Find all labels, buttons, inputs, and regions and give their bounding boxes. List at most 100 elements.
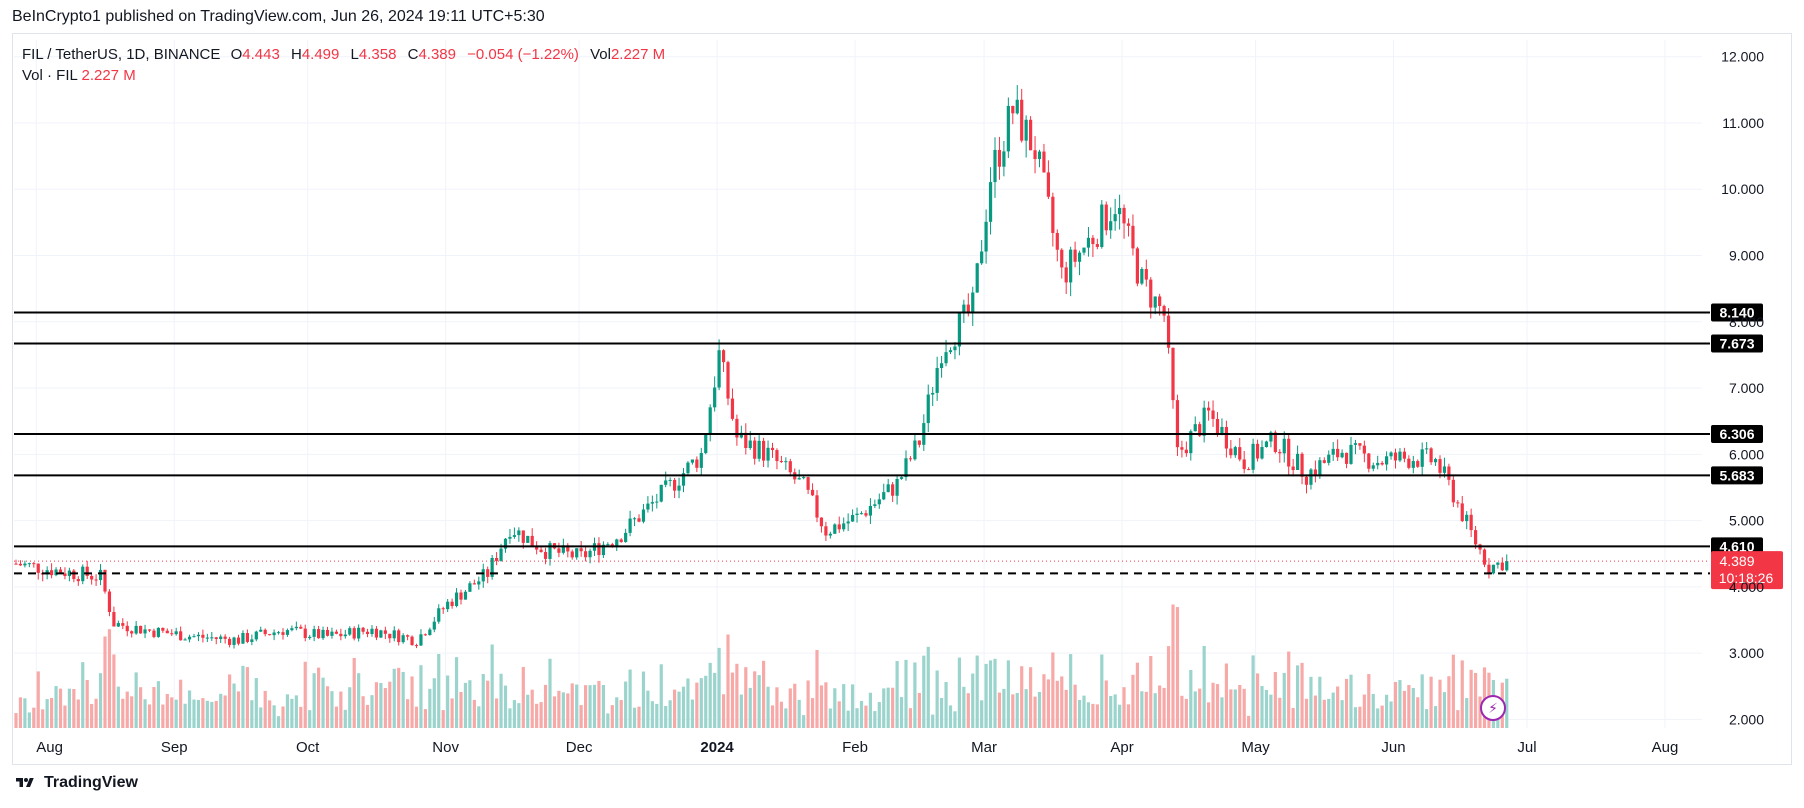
volume-bar [1073,684,1077,728]
candle [864,510,868,518]
candle [272,629,276,641]
volume-bar [370,695,374,728]
volume-bar [606,713,610,728]
volume-bar [770,705,775,728]
candle [913,434,917,461]
volume-bar [1207,702,1211,728]
volume-bar [686,678,690,728]
candle [348,626,352,636]
candle [975,262,979,293]
candle [637,514,641,523]
tradingview-footer[interactable]: TradingView [12,774,138,792]
candle [205,633,209,642]
candle [619,538,623,543]
candle [67,567,71,582]
vol-value: 2.227 M [610,46,666,63]
candle [624,528,628,543]
volume-bar [357,673,361,728]
candle [1175,394,1180,456]
candle [922,414,926,451]
candle [744,423,748,455]
candle [1402,447,1406,463]
lightning-icon[interactable]: ⚡ [1480,695,1506,721]
candle [334,629,338,635]
volume-bar [1264,689,1269,728]
candle [392,626,396,642]
volume-bar [1255,673,1260,728]
volume-bar [303,661,307,728]
volume-bar [1429,676,1433,728]
x-tick-label: 2024 [700,739,734,756]
candle [1380,461,1384,466]
candle [365,628,370,638]
candle [1220,418,1224,436]
volume-bar [1091,703,1095,728]
volume-bar [882,688,886,728]
candle [681,468,686,493]
candle [1011,105,1015,125]
candle [699,447,703,476]
candle [121,618,125,630]
volume-bar [730,672,735,728]
volume-bar [308,710,312,728]
candle [214,636,218,645]
volume-bar [957,657,961,728]
volume-bar [1135,662,1139,728]
candle [330,627,334,639]
volume-bar [401,671,405,728]
candle [23,560,27,568]
y-tick-label: 5.000 [1729,513,1764,529]
symbol-label[interactable]: FIL / TetherUS, 1D, BINANCE [22,46,221,63]
svg-text:10:18:26: 10:18:26 [1719,570,1774,586]
volume-bar [352,657,356,728]
candle [486,566,490,584]
candle [1416,459,1420,468]
candle [730,388,735,421]
volume-bar [1425,709,1429,728]
volume-bar [1456,710,1460,728]
open-label: O [230,46,243,63]
candle [1304,474,1309,494]
candle [980,240,984,265]
candle [495,552,499,566]
volume-bar [1269,694,1273,728]
candle [695,456,699,473]
volume-bar [397,667,401,728]
volume-bar [1273,671,1277,728]
volume-bar [806,680,810,728]
volume-bar [895,661,899,728]
volume-bar [486,680,490,728]
candle [81,564,85,585]
volume-series-label[interactable]: Vol · FIL [22,67,78,84]
volume-bar [459,691,463,728]
volume-bar [406,699,410,728]
candle [1229,440,1233,459]
candle [1224,420,1228,458]
x-tick-label: Jun [1381,739,1405,756]
volume-bar [1287,651,1291,728]
svg-text:8.140: 8.140 [1719,305,1754,321]
volume-bar [1233,689,1237,728]
candle [156,627,160,638]
candle [815,490,819,523]
candle [788,458,792,477]
candle [236,634,241,646]
volume-bar [721,694,726,728]
volume-bar [219,693,223,728]
volume-bar [735,663,739,728]
candle [1349,436,1353,465]
volume-bar [1077,699,1082,728]
candle [726,360,730,406]
candle [1126,218,1131,237]
volume-bar [63,705,67,728]
candle [481,563,485,588]
candle [125,621,129,637]
candle [1086,227,1091,257]
level-price-tag: 7.673 [1711,334,1763,353]
candle [406,634,410,641]
volume-bar [962,686,966,728]
volume-bar [1416,697,1420,728]
y-tick-label: 9.000 [1729,248,1764,264]
candle [1474,525,1478,550]
